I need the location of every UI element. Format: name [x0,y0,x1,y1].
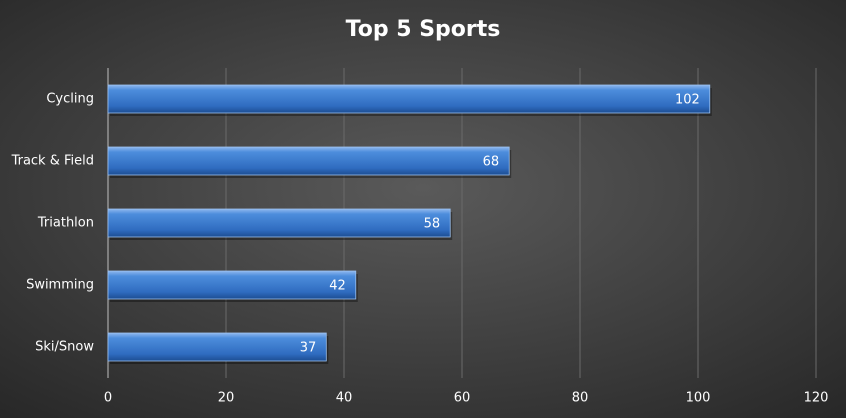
bar [107,84,711,114]
y-tick-label: Swimming [26,278,94,293]
value-label: 42 [329,279,346,294]
value-label: 68 [483,155,500,170]
y-tick-label: Ski/Snow [35,340,94,355]
x-tick-label: 100 [686,391,711,406]
y-tick-label: Track & Field [11,154,94,169]
bar [107,146,510,176]
x-tick-label: 120 [804,391,829,406]
bar [107,208,451,238]
bar [107,332,327,362]
bar [107,270,357,300]
value-label: 58 [424,217,441,232]
x-tick-label: 20 [218,391,235,406]
x-tick-label: 80 [572,391,589,406]
value-label: 37 [300,341,317,356]
x-tick-label: 40 [336,391,353,406]
x-tick-label: 0 [104,391,112,406]
y-tick-label: Triathlon [37,216,94,231]
y-tick-label: Cycling [46,92,94,107]
value-label: 102 [675,93,700,108]
chart-title: Top 5 Sports [346,17,501,42]
x-tick-label: 60 [454,391,471,406]
